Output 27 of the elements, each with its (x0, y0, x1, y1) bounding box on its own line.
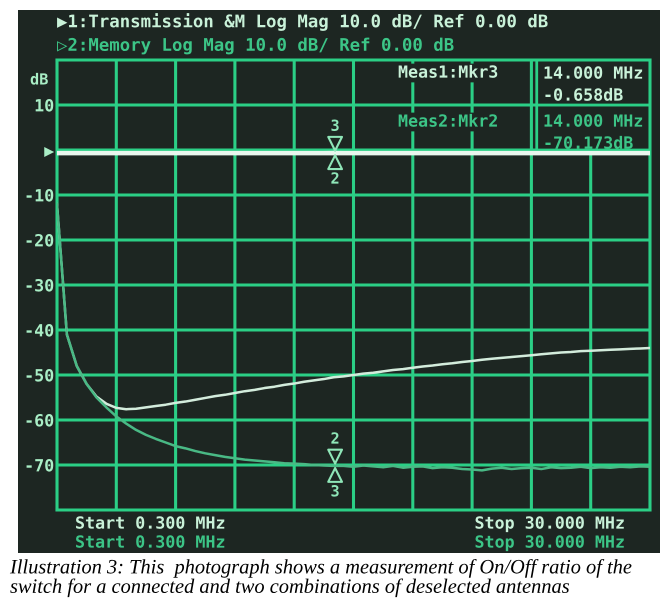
text: Illustration 3: This photograph shows a measurement of On/Off ratio of the switch for a connected and two combinations of deselected antennas (10, 559, 632, 598)
y-tick-label: -50 (26, 368, 54, 382)
text: Start 0.300 MHz (76, 535, 224, 548)
y-tick-label: -10 (26, 188, 54, 202)
chart-subtitle: ▷2:Memory Log Mag 10.0 dB/ Ref 0.00 dB (57, 38, 454, 54)
y-tick-label: -20 (26, 234, 54, 247)
y-axis-title: dB (30, 72, 48, 85)
y-tick-label: -40 (26, 324, 54, 337)
annotation: 14.000 MHz (544, 66, 642, 79)
annotation: Meas1:Mkr3 (398, 64, 498, 78)
y-tick-label: ▶ (44, 147, 54, 157)
y-tick-label: -30 (26, 278, 54, 292)
y-tick-label: -60 (26, 414, 54, 427)
chart-title: ▶1:Transmission &M Log Mag 10.0 dB/ Ref 0.00 dB (57, 13, 548, 31)
text: Start 0.300 MHz (76, 516, 224, 529)
annotation: -70.173dB (545, 136, 633, 149)
annotation: 2 (331, 172, 338, 184)
y-tick-label: -70 (26, 458, 54, 472)
text: Stop 30.000 MHz (476, 516, 624, 532)
text: Stop 30.000 MHz (476, 535, 624, 552)
annotation: 2 (331, 432, 338, 444)
annotation: 3 (331, 485, 339, 497)
annotation: 14.000 MHz (544, 114, 642, 127)
y-tick-label: 10 (36, 98, 54, 112)
annotation: -0.658dB (545, 88, 623, 101)
annotation: 3 (331, 119, 339, 132)
annotation: Meas2:Mkr2 (398, 114, 497, 127)
